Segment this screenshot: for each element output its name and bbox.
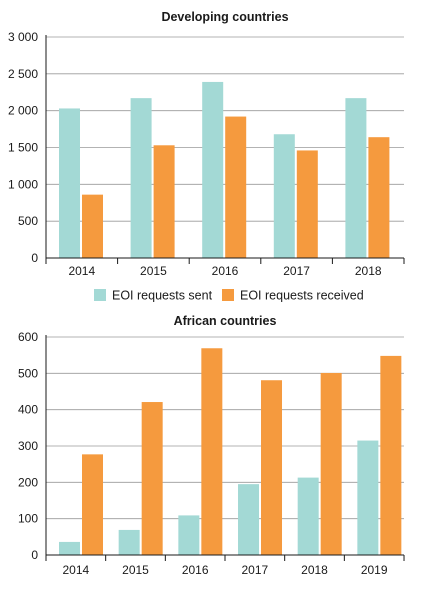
x-tick-label: 2014 (68, 264, 95, 278)
x-tick-label: 2015 (140, 264, 167, 278)
bar-sent (345, 98, 367, 258)
bar-received (141, 402, 163, 555)
chart-title: Developing countries (161, 10, 288, 24)
y-tick-label: 1 000 (8, 177, 38, 191)
bar-received (368, 137, 390, 258)
legend-swatch-received (222, 289, 234, 301)
bar-received (201, 348, 223, 555)
y-tick-label: 100 (18, 512, 38, 526)
y-tick-label: 500 (18, 366, 38, 380)
bar-sent (357, 440, 379, 555)
x-tick-label: 2018 (301, 563, 328, 577)
bar-received (82, 194, 103, 258)
y-tick-label: 400 (18, 403, 38, 417)
y-tick-label: 1 500 (8, 141, 38, 155)
bar-sent (238, 484, 260, 555)
bar-sent (59, 108, 80, 258)
bar-sent (273, 134, 295, 258)
legend-label-received: EOI requests received (240, 289, 364, 303)
y-tick-label: 0 (31, 548, 38, 562)
y-tick-label: 0 (31, 251, 38, 265)
legend: EOI requests sent EOI requests received (94, 289, 364, 303)
y-tick-label: 2 500 (8, 67, 38, 81)
bar-received (380, 355, 402, 555)
x-tick-label: 2017 (283, 264, 310, 278)
bar-sent (118, 529, 140, 555)
bar-received (296, 150, 318, 258)
y-tick-label: 300 (18, 439, 38, 453)
bar-received (320, 372, 342, 555)
x-tick-label: 2015 (122, 563, 149, 577)
x-tick-label: 2016 (182, 563, 209, 577)
bar-sent (59, 541, 80, 555)
x-tick-label: 2016 (212, 264, 239, 278)
bar-received (82, 454, 103, 555)
bar-received (225, 116, 247, 258)
y-tick-label: 2 000 (8, 104, 38, 118)
bar-sent (297, 477, 319, 555)
y-tick-label: 600 (18, 330, 38, 344)
x-tick-label: 2017 (241, 563, 268, 577)
african-countries-chart: African countries 0 100 200 300 400 500 600 2014… (18, 314, 405, 577)
bar-sent (178, 515, 200, 555)
legend-swatch-sent (94, 289, 106, 301)
x-tick-label: 2018 (355, 264, 382, 278)
y-tick-label: 200 (18, 475, 38, 489)
x-tick-label: 2019 (361, 563, 388, 577)
bar-received (153, 145, 175, 258)
chart-title: African countries (174, 314, 277, 328)
y-tick-label: 500 (18, 214, 38, 228)
x-tick-label: 2014 (62, 563, 89, 577)
legend-label-sent: EOI requests sent (112, 289, 213, 303)
developing-countries-chart: Developing countries 0 500 1 000 1 500 2 000 2… (8, 10, 405, 278)
y-tick-label: 3 000 (8, 30, 38, 44)
bar-sent (202, 81, 224, 258)
bar-sent (130, 98, 152, 258)
bar-received (261, 380, 283, 555)
